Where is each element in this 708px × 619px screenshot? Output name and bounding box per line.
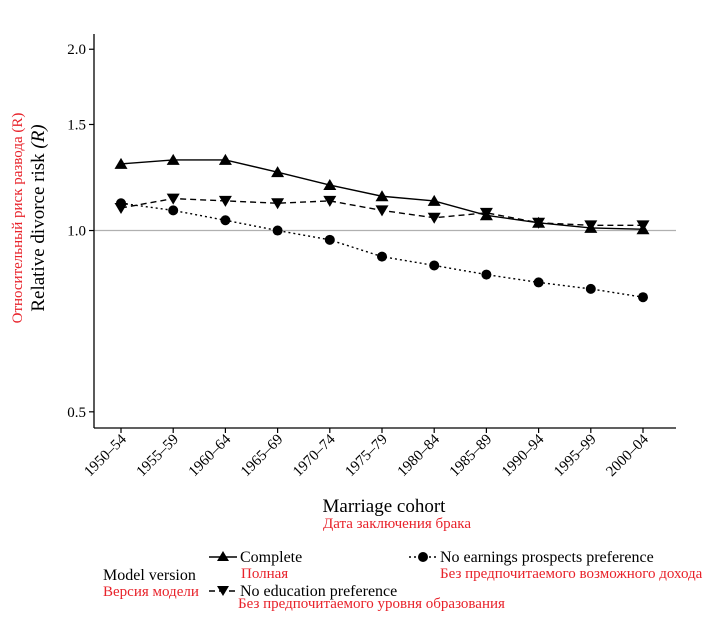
point-no-education-preference	[323, 195, 337, 207]
legend: Model version Версия модели Complete Пол…	[103, 549, 703, 612]
point-no-earnings-prospects-preference	[533, 277, 544, 288]
point-no-earnings-prospects-preference	[585, 283, 596, 294]
point-complete	[427, 194, 441, 206]
x-tick-label: 2000–04	[603, 431, 652, 480]
point-no-earnings-prospects-preference	[168, 205, 179, 216]
legend-key-complete-marker	[217, 551, 229, 561]
point-no-education-preference	[427, 212, 441, 224]
y-axis-label-ru: Относительный риск развода (R)	[10, 113, 26, 324]
legend-label-complete-ru: Полная	[241, 566, 288, 582]
x-tick-label: 1980–84	[395, 431, 444, 480]
y-tick-label: 2.0	[67, 42, 86, 58]
x-axis-label-ru: Дата заключения брака	[323, 516, 471, 532]
legend-item-complete: Complete Полная	[209, 549, 302, 582]
point-no-education-preference	[636, 220, 650, 232]
legend-label-complete: Complete	[240, 549, 302, 566]
point-no-education-preference	[479, 207, 493, 219]
point-no-education-preference	[532, 217, 546, 229]
point-no-earnings-prospects-preference	[220, 215, 231, 226]
legend-label-no-education: No education preference	[240, 583, 397, 600]
x-tick-label: 1955–59	[134, 432, 182, 480]
point-no-earnings-prospects-preference	[116, 198, 126, 209]
point-no-earnings-prospects-preference	[272, 225, 283, 236]
legend-label-no-earnings: No earnings prospects preference	[440, 549, 654, 566]
legend-key-no-education-marker	[217, 586, 229, 596]
point-no-education-preference	[271, 198, 285, 210]
x-tick-label: 1965–69	[238, 432, 286, 480]
x-tick-label: 1975–79	[342, 432, 390, 480]
point-complete	[323, 179, 337, 191]
x-tick-label: 1960–64	[186, 431, 235, 480]
legend-item-no-education: No education preference Без предпочитаем…	[209, 583, 505, 612]
x-tick-label: 1995–99	[551, 432, 599, 480]
legend-label-no-earnings-ru: Без предпочитаемого возможного дохода	[440, 566, 703, 582]
legend-item-no-earnings: No earnings prospects preference Без пре…	[409, 549, 703, 582]
point-complete	[166, 153, 180, 165]
point-no-earnings-prospects-preference	[429, 260, 440, 271]
y-tick-label: 1.5	[67, 117, 86, 133]
plot-area: 0.5 1.0 1.5 2.0 1950–54 1955–59 1960–64 1965–69…	[67, 34, 676, 480]
x-tick-label: 1950–54	[81, 431, 130, 480]
point-no-earnings-prospects-preference	[324, 234, 335, 245]
point-no-earnings-prospects-preference	[638, 292, 648, 303]
x-tick-label: 1990–94	[499, 431, 548, 480]
x-axis-label: Marriage cohort	[323, 496, 447, 517]
legend-title-ru: Версия модели	[103, 584, 199, 600]
y-axis-label: Relative divorce risk (R)	[28, 124, 49, 311]
legend-key-no-earnings-marker	[418, 552, 428, 562]
x-tick-label: 1970–74	[290, 431, 339, 480]
point-no-education-preference	[166, 193, 180, 205]
point-no-earnings-prospects-preference	[377, 251, 387, 262]
point-complete	[271, 166, 285, 178]
y-tick-label: 0.5	[67, 405, 86, 421]
x-tick-label: 1985–89	[447, 432, 495, 480]
point-no-education-preference	[584, 220, 598, 232]
point-complete	[114, 157, 128, 169]
legend-title: Model version	[103, 567, 196, 584]
point-no-education-preference	[218, 195, 232, 207]
point-complete	[375, 190, 389, 202]
point-no-earnings-prospects-preference	[481, 269, 492, 280]
point-complete	[218, 153, 232, 165]
series-line-no-earnings-prospects-preference	[120, 202, 644, 298]
legend-label-no-education-ru: Без предпочитаемого уровня образования	[238, 596, 505, 612]
y-tick-label: 1.0	[67, 224, 86, 240]
point-no-education-preference	[375, 205, 389, 217]
